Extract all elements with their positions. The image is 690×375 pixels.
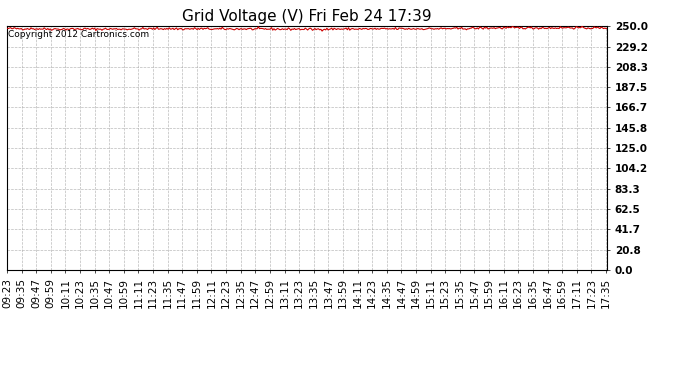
Text: Copyright 2012 Cartronics.com: Copyright 2012 Cartronics.com <box>8 30 149 39</box>
Title: Grid Voltage (V) Fri Feb 24 17:39: Grid Voltage (V) Fri Feb 24 17:39 <box>182 9 432 24</box>
